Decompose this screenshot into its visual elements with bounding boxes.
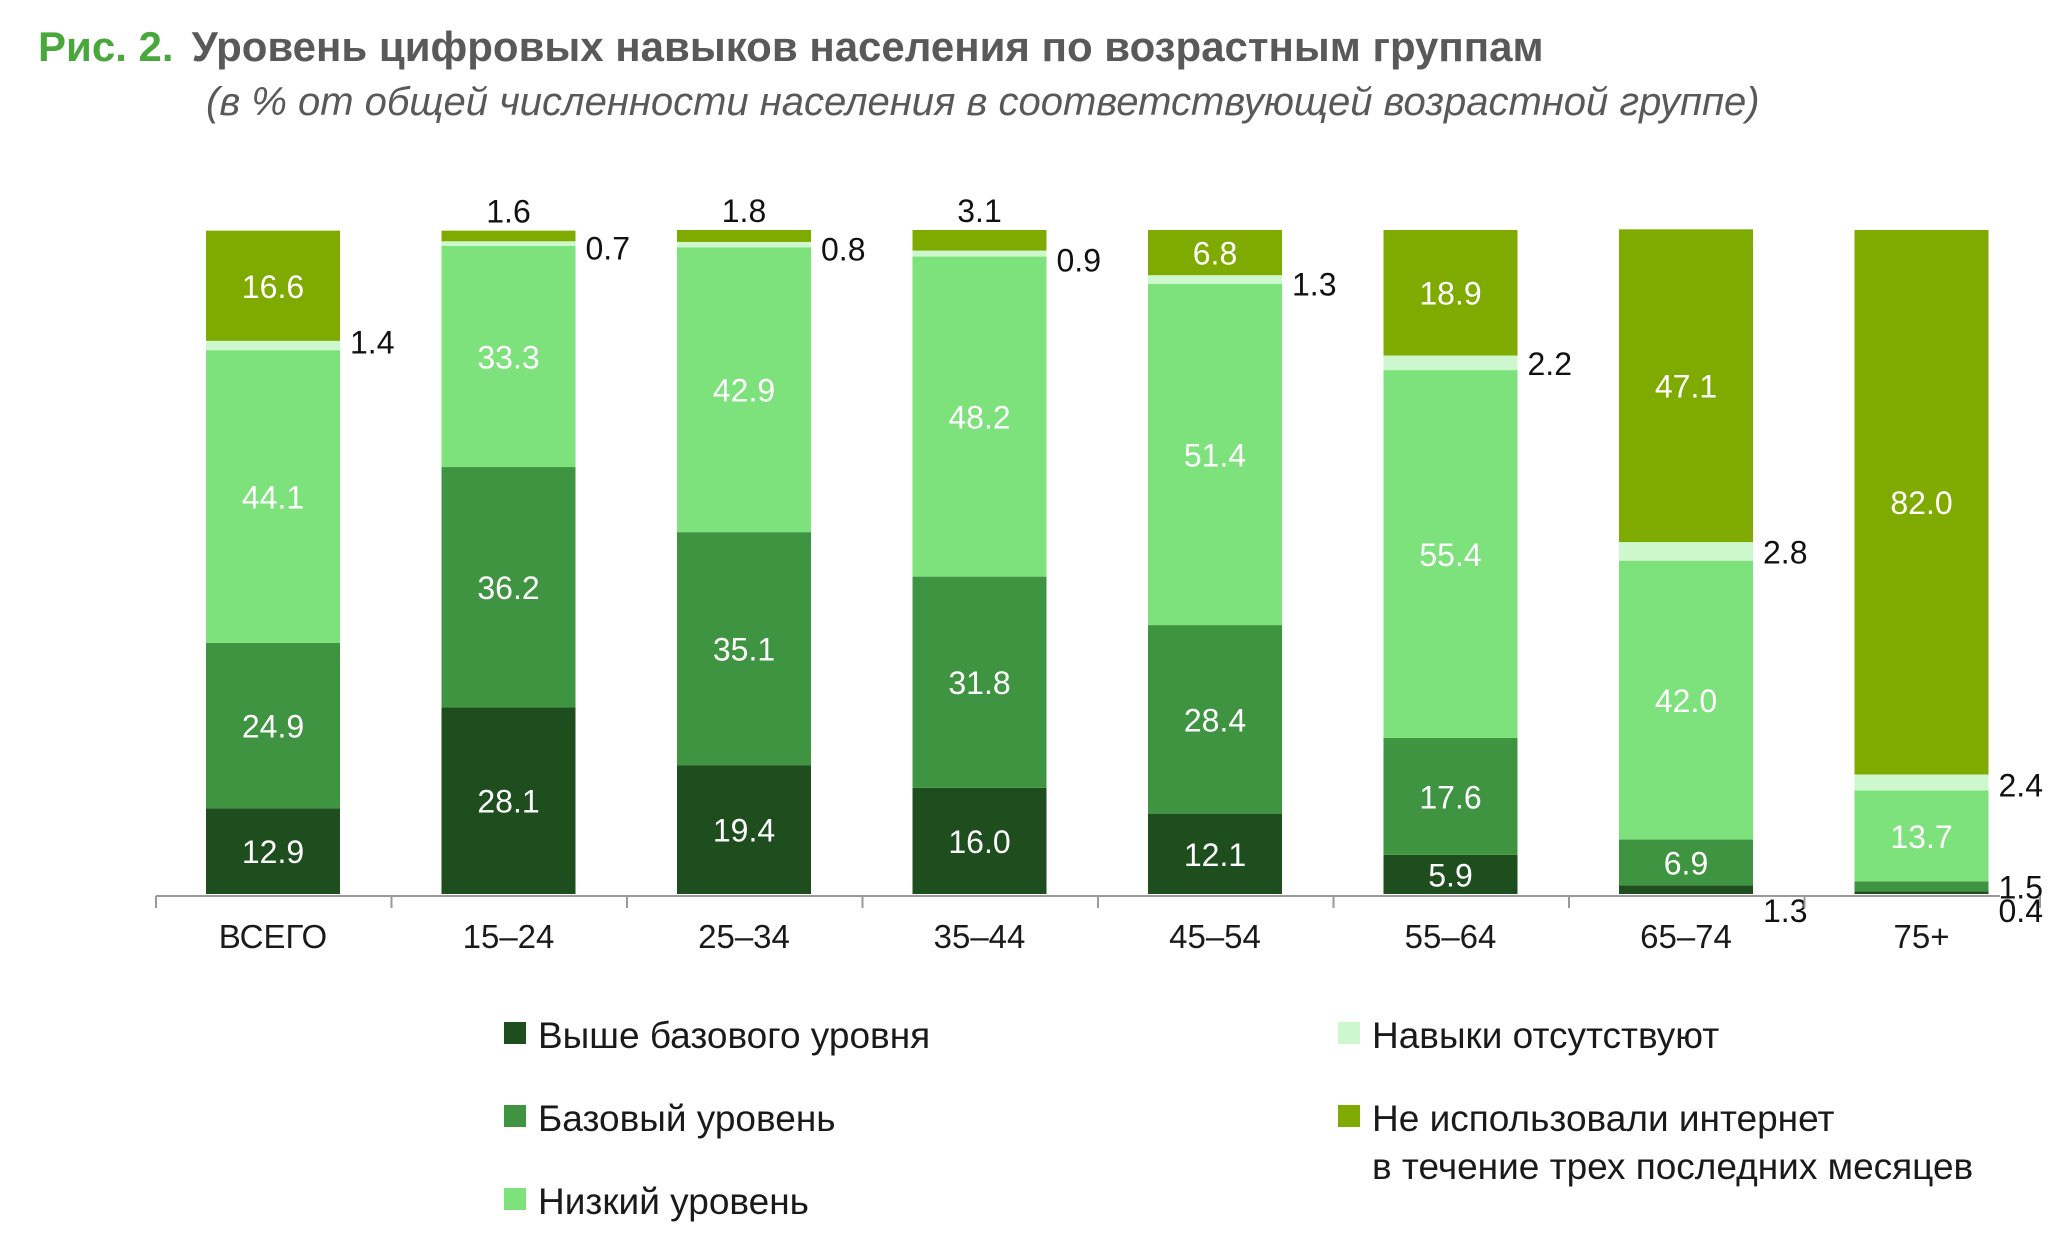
data-label: 13.7 bbox=[1890, 819, 1952, 855]
bar-segment-базовый-уровень bbox=[912, 576, 1047, 788]
bar-segment-низкий-уровень bbox=[1619, 560, 1753, 840]
bar-segment-не-использовали-интернет bbox=[1619, 229, 1753, 543]
x-tick-label: 15–24 bbox=[463, 918, 555, 955]
data-label: 0.7 bbox=[586, 231, 630, 267]
bar-segment-низкий-уровень bbox=[206, 350, 340, 644]
bar-segment-не-использовали-интернет bbox=[1383, 230, 1518, 356]
data-label: 48.2 bbox=[948, 400, 1010, 436]
bar-segment-низкий-уровень bbox=[912, 256, 1047, 577]
data-label: 1.3 bbox=[1763, 893, 1807, 929]
bar-segment-базовый-уровень bbox=[677, 532, 811, 766]
bar-segment-навыки-отсутствуют bbox=[1383, 355, 1518, 371]
data-label: 44.1 bbox=[242, 480, 304, 516]
bar-segment-выше-базового-уровня bbox=[1619, 885, 1753, 894]
data-label: 42.9 bbox=[713, 373, 775, 409]
bar-segment-выше-базового-уровня bbox=[1148, 813, 1282, 894]
title-row: Рис. 2. Уровень цифровых навыков населени… bbox=[38, 18, 2038, 76]
data-label: 47.1 bbox=[1655, 369, 1717, 405]
bar-segment-выше-базового-уровня bbox=[206, 808, 340, 894]
data-label: 36.2 bbox=[477, 570, 539, 606]
data-label: 0.8 bbox=[821, 232, 865, 268]
data-label: 3.1 bbox=[957, 193, 1001, 229]
data-label: 12.1 bbox=[1184, 837, 1246, 873]
x-tick-label: 55–64 bbox=[1405, 918, 1497, 955]
bar-segment-выше-базового-уровня bbox=[677, 765, 811, 894]
x-tick-label: 45–54 bbox=[1169, 918, 1261, 955]
data-label: 6.8 bbox=[1193, 236, 1237, 272]
data-label: 18.9 bbox=[1419, 276, 1481, 312]
bar-segment-низкий-уровень bbox=[1383, 370, 1518, 738]
data-label: 28.1 bbox=[477, 784, 539, 820]
data-label: 1.3 bbox=[1292, 266, 1336, 302]
bar-segment-базовый-уровень bbox=[1854, 881, 1989, 892]
bar-segment-не-использовали-интернет bbox=[677, 230, 811, 242]
bar-segment-не-использовали-интернет bbox=[206, 230, 340, 341]
x-tick-label: 35–44 bbox=[934, 918, 1026, 955]
bar-segment-навыки-отсутствуют bbox=[677, 241, 811, 248]
bar-segment-не-использовали-интернет bbox=[1148, 230, 1282, 276]
data-label: 5.9 bbox=[1428, 857, 1472, 893]
bar-segment-не-использовали-интернет bbox=[1854, 230, 1989, 775]
bar-segment-выше-базового-уровня bbox=[1854, 891, 1989, 894]
bar-segment-навыки-отсутствуют bbox=[441, 241, 576, 246]
bar-segment-не-использовали-интернет bbox=[912, 230, 1047, 251]
bar-segment-выше-базового-уровня bbox=[441, 707, 576, 894]
bar-segment-выше-базового-уровня bbox=[912, 787, 1047, 894]
bar-segment-базовый-уровень bbox=[1148, 625, 1282, 814]
chart-header: Рис. 2. Уровень цифровых навыков населени… bbox=[38, 18, 2038, 128]
bar-segment-низкий-уровень bbox=[1854, 790, 1989, 882]
data-label: 16.6 bbox=[242, 269, 304, 305]
data-label: 42.0 bbox=[1655, 683, 1717, 719]
data-label: 28.4 bbox=[1184, 702, 1246, 738]
data-label: 0.9 bbox=[1057, 243, 1101, 279]
x-tick-label: 25–34 bbox=[698, 918, 790, 955]
bar-segment-базовый-уровень bbox=[1619, 839, 1753, 886]
data-label: 0.4 bbox=[1999, 893, 2043, 929]
data-label: 2.2 bbox=[1528, 346, 1572, 382]
bar-segment-низкий-уровень bbox=[441, 245, 576, 468]
chart-title: Уровень цифровых навыков населения по во… bbox=[191, 23, 1544, 70]
data-label: 33.3 bbox=[477, 339, 539, 375]
data-label: 82.0 bbox=[1890, 485, 1952, 521]
data-label: 12.9 bbox=[242, 834, 304, 870]
bar-segment-навыки-отсутствуют bbox=[1854, 774, 1989, 791]
bar-segment-базовый-уровень bbox=[206, 643, 340, 809]
bar-segment-базовый-уровень bbox=[1383, 737, 1518, 855]
x-tick-label: ВСЕГО bbox=[219, 918, 327, 955]
chart-subtitle: (в % от общей численности населения в со… bbox=[206, 80, 1760, 124]
bar-segment-базовый-уровень bbox=[441, 467, 576, 708]
data-label: 2.4 bbox=[1999, 767, 2043, 803]
bar-segment-навыки-отсутствуют bbox=[1619, 542, 1753, 561]
data-label: 2.8 bbox=[1763, 534, 1807, 570]
x-tick-label: 65–74 bbox=[1640, 918, 1732, 955]
bar-segment-не-использовали-интернет bbox=[441, 230, 576, 242]
bar-segment-низкий-уровень bbox=[677, 247, 811, 533]
data-label: 1.6 bbox=[486, 194, 530, 230]
x-tick-label: 75+ bbox=[1894, 918, 1950, 955]
data-label: 1.8 bbox=[722, 193, 766, 229]
bar-segment-навыки-отсутствуют bbox=[206, 340, 340, 351]
data-label: 17.6 bbox=[1419, 779, 1481, 815]
data-label: 6.9 bbox=[1664, 845, 1708, 881]
data-label: 31.8 bbox=[948, 665, 1010, 701]
bar-segment-низкий-уровень bbox=[1148, 283, 1282, 626]
data-label: 24.9 bbox=[242, 709, 304, 745]
bar-segment-выше-базового-уровня bbox=[1383, 854, 1518, 894]
figure-label: Рис. 2. bbox=[38, 23, 174, 70]
data-label: 1.5 bbox=[1999, 869, 2043, 905]
bar-segment-навыки-отсутствуют bbox=[1148, 275, 1282, 284]
data-label: 55.4 bbox=[1419, 537, 1481, 573]
data-label: 35.1 bbox=[713, 632, 775, 668]
data-label: 51.4 bbox=[1184, 437, 1246, 473]
data-label: 1.4 bbox=[350, 325, 394, 361]
bar-segment-навыки-отсутствуют bbox=[912, 250, 1047, 257]
data-label: 19.4 bbox=[713, 813, 775, 849]
data-label: 16.0 bbox=[948, 824, 1010, 860]
